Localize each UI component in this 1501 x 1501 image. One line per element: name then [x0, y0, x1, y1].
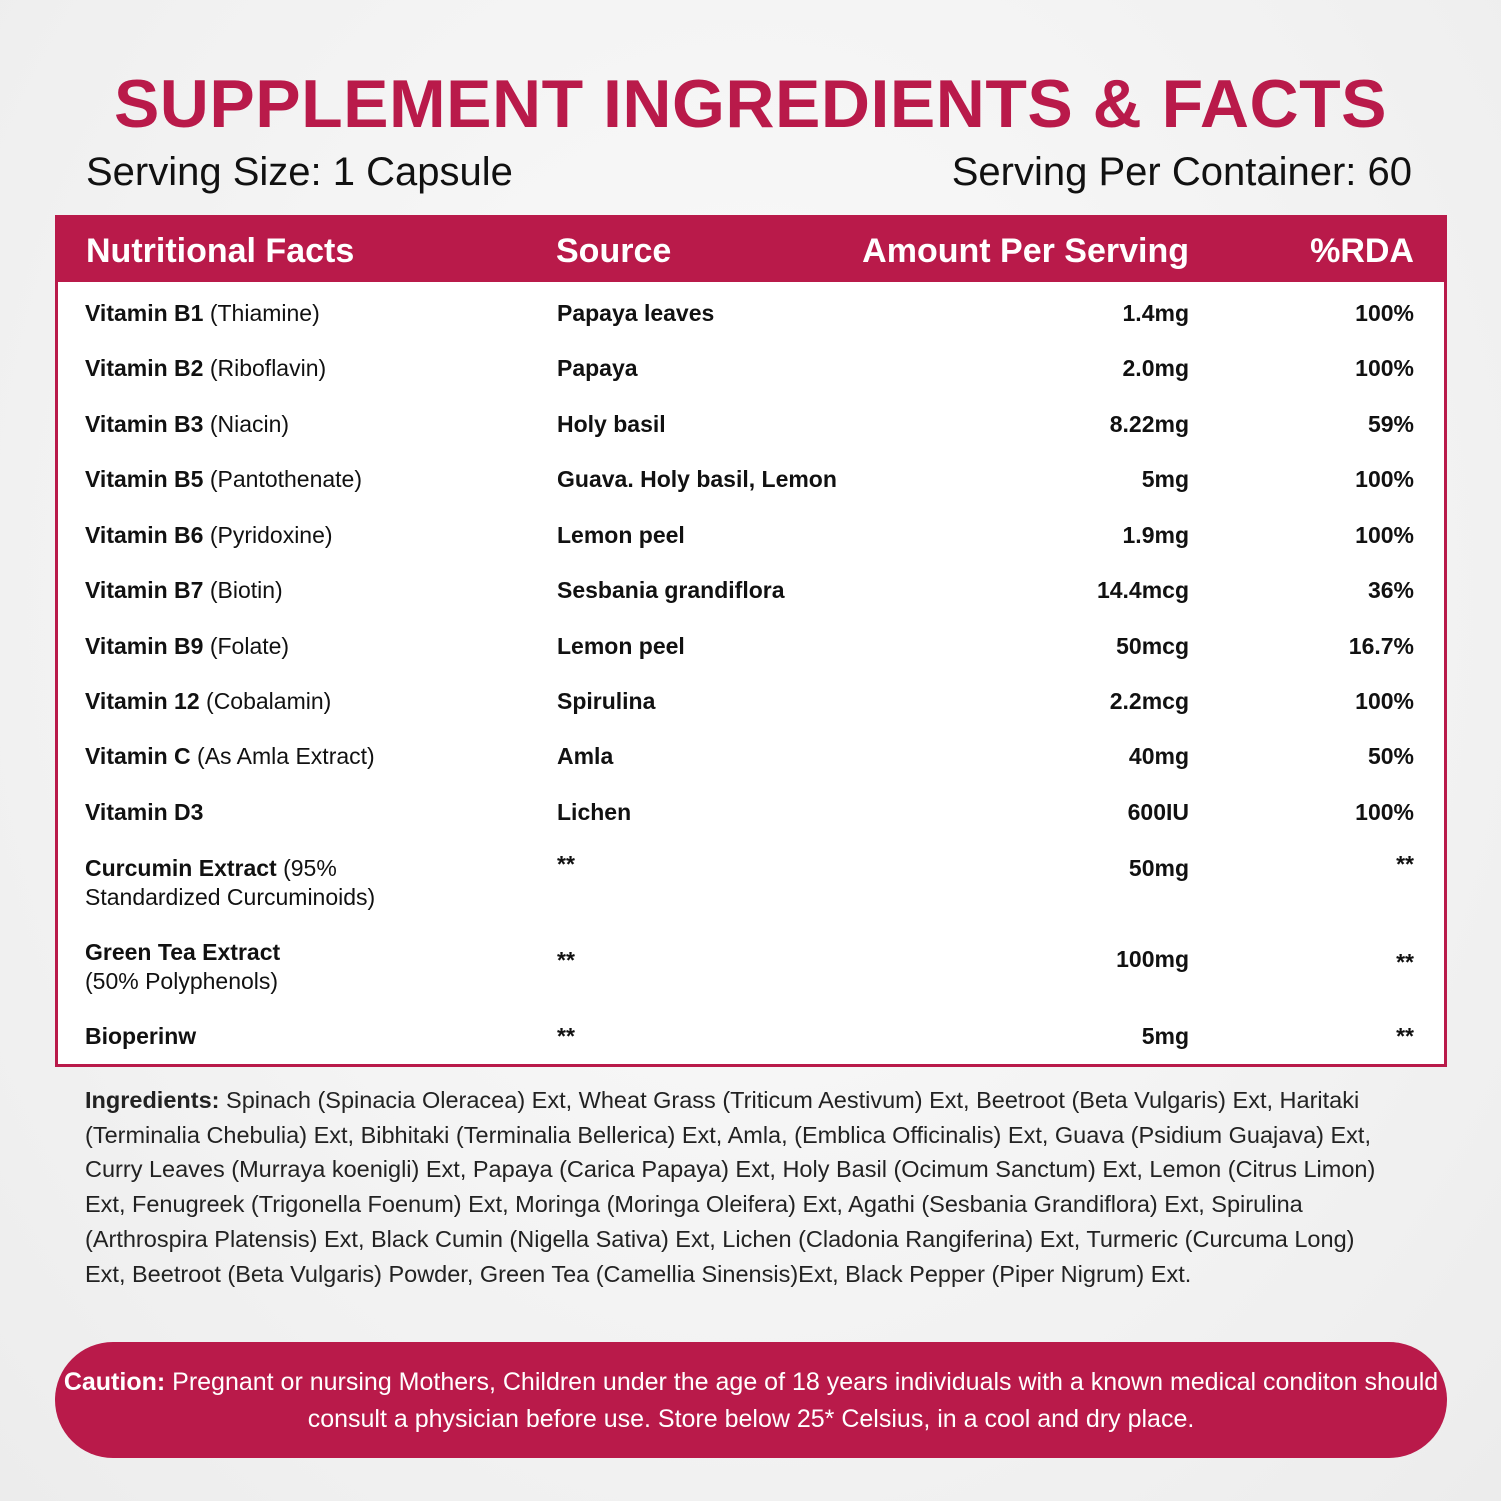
- row-rda: 100%: [1355, 799, 1414, 825]
- row-amount: 14.4mcg: [1096, 577, 1189, 603]
- header-rda: %RDA: [1310, 232, 1414, 270]
- ingredients-list: Ingredients: Spinach (Spinacia Oleracea)…: [85, 1083, 1385, 1291]
- row-rda: 100%: [1355, 355, 1414, 381]
- row-rda: 100%: [1355, 466, 1414, 492]
- nutrient-detail: (Pyridoxine): [209, 522, 333, 548]
- nutrient-detail-line2: Standardized Curcuminoids): [85, 884, 376, 910]
- row-nutrient-name: Vitamin B6 (Pyridoxine): [85, 521, 333, 550]
- row-rda: 100%: [1355, 300, 1414, 326]
- row-nutrient-name: Vitamin B3 (Niacin): [85, 410, 289, 439]
- row-rda: 100%: [1355, 688, 1414, 714]
- nutrient-name: Vitamin B7: [85, 577, 204, 603]
- row-nutrient-name: Bioperinw: [85, 1022, 196, 1051]
- row-source: **: [557, 851, 575, 877]
- nutrient-name: Vitamin B3: [85, 411, 204, 437]
- row-amount: 5mg: [1141, 1023, 1189, 1049]
- nutrient-detail: (95%: [283, 855, 337, 881]
- row-source: Lemon peel: [557, 522, 685, 548]
- row-nutrient-name: Vitamin B7 (Biotin): [85, 576, 283, 605]
- nutrient-detail: (Folate): [209, 633, 290, 659]
- nutrient-detail: (Riboflavin): [209, 355, 327, 381]
- row-nutrient-name: Vitamin B5 (Pantothenate): [85, 465, 362, 494]
- row-source: Sesbania grandiflora: [557, 577, 785, 603]
- row-amount: 2.2mcg: [1109, 688, 1189, 714]
- page-title: SUPPLEMENT INGREDIENTS & FACTS: [113, 66, 1388, 142]
- row-amount: 1.9mg: [1122, 522, 1189, 548]
- row-amount: 50mg: [1128, 855, 1189, 881]
- row-rda: 50%: [1367, 743, 1414, 769]
- header-nutritional-facts: Nutritional Facts: [86, 232, 355, 270]
- ingredients-text: Spinach (Spinacia Oleracea) Ext, Wheat G…: [85, 1087, 1376, 1287]
- nutrient-name: Vitamin B5: [85, 466, 204, 492]
- row-nutrient-name: Vitamin C (As Amla Extract): [85, 742, 375, 771]
- row-source: Guava. Holy basil, Lemon: [557, 466, 837, 492]
- row-nutrient-name: Vitamin B2 (Riboflavin): [85, 354, 326, 383]
- caution-banner: Caution: Pregnant or nursing Mothers, Ch…: [55, 1342, 1447, 1458]
- row-amount: 100mg: [1116, 946, 1189, 972]
- nutrient-name: Vitamin B2: [85, 355, 204, 381]
- nutrient-detail: (As Amla Extract): [197, 743, 375, 769]
- nutrient-detail: (Thiamine): [209, 300, 320, 326]
- nutrition-facts-table: Nutritional Facts Source Amount Per Serv…: [55, 215, 1447, 1067]
- serving-per-container: Serving Per Container: 60: [951, 150, 1412, 194]
- nutrient-name: Green Tea Extract: [85, 939, 281, 965]
- row-amount: 50mcg: [1116, 633, 1189, 659]
- nutrient-name: Vitamin B9: [85, 633, 204, 659]
- row-source: Papaya leaves: [557, 300, 715, 326]
- row-amount: 2.0mg: [1122, 355, 1189, 381]
- row-source: Holy basil: [557, 411, 666, 437]
- nutrient-name: Vitamin D3: [85, 799, 204, 825]
- serving-size: Serving Size: 1 Capsule: [86, 150, 513, 194]
- row-rda: **: [1396, 851, 1414, 877]
- row-source: Papaya: [557, 355, 638, 381]
- nutrient-name: Vitamin C: [85, 743, 191, 769]
- row-nutrient-name: Vitamin D3: [85, 798, 203, 827]
- row-amount: 600IU: [1127, 799, 1189, 825]
- row-source: Lemon peel: [557, 633, 685, 659]
- caution-label: Caution:: [63, 1368, 166, 1396]
- row-source: **: [557, 947, 575, 973]
- row-amount: 8.22mg: [1109, 411, 1189, 437]
- nutrient-name: Vitamin 12: [85, 688, 200, 714]
- nutrient-name: Bioperinw: [85, 1023, 197, 1049]
- row-source: Spirulina: [557, 688, 656, 714]
- header-amount: Amount Per Serving: [862, 232, 1189, 270]
- nutrient-detail: (Niacin): [209, 411, 290, 437]
- row-nutrient-name: Curcumin Extract (95%: [85, 854, 337, 883]
- row-amount: 40mg: [1128, 743, 1189, 769]
- row-rda: **: [1396, 1023, 1414, 1049]
- row-nutrient-name: Green Tea Extract: [85, 938, 280, 967]
- row-source: **: [557, 1023, 575, 1049]
- ingredients-label: Ingredients:: [85, 1087, 220, 1113]
- row-nutrient-name: Vitamin 12 (Cobalamin): [85, 687, 331, 716]
- row-source: Lichen: [557, 799, 632, 825]
- row-nutrient-name: Vitamin B9 (Folate): [85, 632, 289, 661]
- row-source: Amla: [557, 743, 614, 769]
- nutrient-name: Vitamin B6: [85, 522, 204, 548]
- table-header: Nutritional Facts Source Amount Per Serv…: [58, 218, 1444, 282]
- nutrient-detail: (Pantothenate): [209, 466, 363, 492]
- row-nutrient-name: Vitamin B1 (Thiamine): [85, 299, 320, 328]
- nutrient-detail: (Cobalamin): [206, 688, 332, 714]
- row-amount: 5mg: [1141, 466, 1189, 492]
- nutrient-detail: (Biotin): [209, 577, 283, 603]
- nutrient-name: Vitamin B1: [85, 300, 204, 326]
- row-rda: 16.7%: [1348, 633, 1414, 659]
- row-amount: 1.4mg: [1122, 300, 1189, 326]
- header-source: Source: [556, 232, 672, 270]
- caution-text: Pregnant or nursing Mothers, Children un…: [165, 1368, 1439, 1433]
- nutrient-name: Curcumin Extract: [85, 855, 277, 881]
- nutrient-detail-line2: (50% Polyphenols): [85, 968, 279, 994]
- row-rda: 100%: [1355, 522, 1414, 548]
- row-rda: 59%: [1367, 411, 1414, 437]
- row-rda: 36%: [1367, 577, 1414, 603]
- row-rda: **: [1396, 949, 1414, 975]
